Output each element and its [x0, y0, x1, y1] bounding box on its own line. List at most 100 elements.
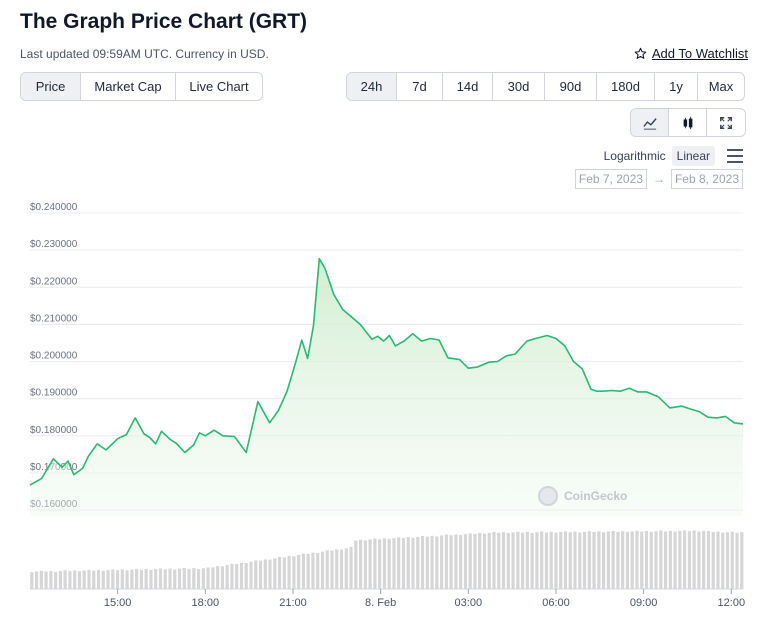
volume-bar — [673, 531, 678, 590]
volume-bar — [258, 560, 263, 590]
watermark-label: CoinGecko — [564, 489, 628, 503]
volume-bar — [282, 556, 287, 590]
date-to-input[interactable]: Feb 8, 2023 — [670, 169, 743, 189]
price-chart[interactable]: $0.160000$0.170000$0.180000$0.190000$0.2… — [0, 195, 773, 615]
volume-bar — [291, 555, 296, 590]
volume-bar — [715, 531, 720, 590]
time-range-selector: 24h 7d 14d 30d 90d 180d 1y Max — [346, 72, 745, 101]
volume-bar — [239, 562, 244, 590]
volume-bar — [587, 530, 592, 590]
volume-bar — [277, 556, 282, 590]
volume-bar — [225, 564, 230, 590]
volume-bar — [153, 568, 158, 590]
volume-bar — [458, 534, 463, 590]
logarithmic-scale-button[interactable]: Logarithmic — [603, 149, 666, 163]
range-24h-button[interactable]: 24h — [347, 73, 397, 100]
volume-bar — [501, 531, 506, 590]
tab-price[interactable]: Price — [21, 73, 81, 100]
volume-bar — [77, 570, 82, 590]
volume-bar — [101, 570, 106, 590]
volume-bar — [730, 531, 735, 590]
range-14d-button[interactable]: 14d — [443, 73, 493, 100]
hamburger-menu-icon[interactable] — [727, 149, 743, 163]
metric-tabs: Price Market Cap Live Chart — [20, 72, 263, 101]
volume-bar — [725, 531, 730, 590]
date-arrow: → — [652, 172, 665, 186]
linear-scale-button[interactable]: Linear — [671, 146, 715, 166]
volume-bar — [406, 536, 411, 590]
volume-bar — [377, 538, 382, 590]
x-tick-label: 18:00 — [192, 597, 220, 609]
y-tick-label: $0.220000 — [30, 276, 78, 287]
volume-bar — [363, 540, 368, 590]
volume-bar — [663, 531, 668, 590]
volume-bar — [63, 569, 68, 590]
volume-bar — [158, 568, 163, 590]
volume-bar — [368, 539, 373, 590]
tab-market-cap[interactable]: Market Cap — [81, 73, 176, 100]
volume-bar — [468, 532, 473, 590]
volume-bar — [191, 567, 196, 590]
volume-bar — [201, 567, 206, 590]
volume-bar — [382, 538, 387, 590]
tab-live-chart[interactable]: Live Chart — [189, 79, 249, 94]
volume-bar — [549, 531, 554, 590]
y-tick-label: $0.200000 — [30, 351, 78, 362]
volume-bar — [439, 535, 444, 590]
volume-bar — [701, 530, 706, 590]
range-7d-button[interactable]: 7d — [397, 73, 443, 100]
volume-bar — [563, 530, 568, 590]
volume-bar — [34, 571, 39, 590]
price-area — [30, 258, 743, 516]
add-to-watchlist-button[interactable]: Add To Watchlist — [634, 46, 748, 61]
x-tick-label: 15:00 — [104, 597, 132, 609]
volume-bar — [496, 532, 501, 590]
volume-bar — [592, 531, 597, 590]
volume-bar — [196, 568, 201, 590]
volume-bar — [487, 532, 492, 590]
candlestick-chart-button[interactable] — [669, 109, 707, 136]
volume-bar — [325, 549, 330, 590]
volume-bar — [687, 530, 692, 590]
volume-bar — [425, 536, 430, 590]
line-chart-button[interactable] — [631, 109, 669, 136]
x-tick-label: 8. Feb — [365, 597, 396, 609]
range-90d-button[interactable]: 90d — [545, 73, 597, 100]
volume-bar — [472, 533, 477, 590]
range-30d-button[interactable]: 30d — [493, 73, 545, 100]
volume-bar — [29, 571, 34, 590]
volume-bar — [39, 570, 44, 590]
volume-bar — [692, 530, 697, 590]
volume-bar — [91, 570, 96, 590]
volume-bar — [334, 548, 339, 590]
volume-bar — [349, 546, 354, 590]
volume-bar — [668, 530, 673, 590]
volume-bar — [639, 531, 644, 590]
volume-bar — [711, 531, 716, 590]
volume-bar — [649, 531, 654, 590]
fullscreen-icon — [720, 116, 732, 129]
volume-bar — [449, 534, 454, 590]
volume-bar — [682, 529, 687, 590]
volume-bar — [620, 530, 625, 590]
volume-bar — [320, 551, 325, 590]
range-1y-button[interactable]: 1y — [655, 73, 698, 100]
volume-bar — [430, 535, 435, 590]
volume-bar — [411, 537, 416, 590]
volume-bar — [530, 532, 535, 590]
fullscreen-button[interactable] — [707, 109, 745, 136]
volume-bar — [115, 569, 120, 590]
volume-bar — [582, 531, 587, 590]
volume-bar — [387, 538, 392, 590]
volume-bar — [573, 531, 578, 590]
volume-bar — [401, 537, 406, 590]
range-180d-button[interactable]: 180d — [597, 73, 655, 100]
range-max-button[interactable]: Max — [708, 79, 734, 94]
volume-bar — [129, 569, 134, 590]
date-from-input[interactable]: Feb 7, 2023 — [574, 169, 647, 189]
date-range: Feb 7, 2023 → Feb 8, 2023 — [574, 169, 743, 189]
volume-bar — [511, 532, 516, 590]
volume-bar — [253, 560, 258, 590]
volume-bar — [177, 568, 182, 590]
volume-bar — [415, 536, 420, 590]
